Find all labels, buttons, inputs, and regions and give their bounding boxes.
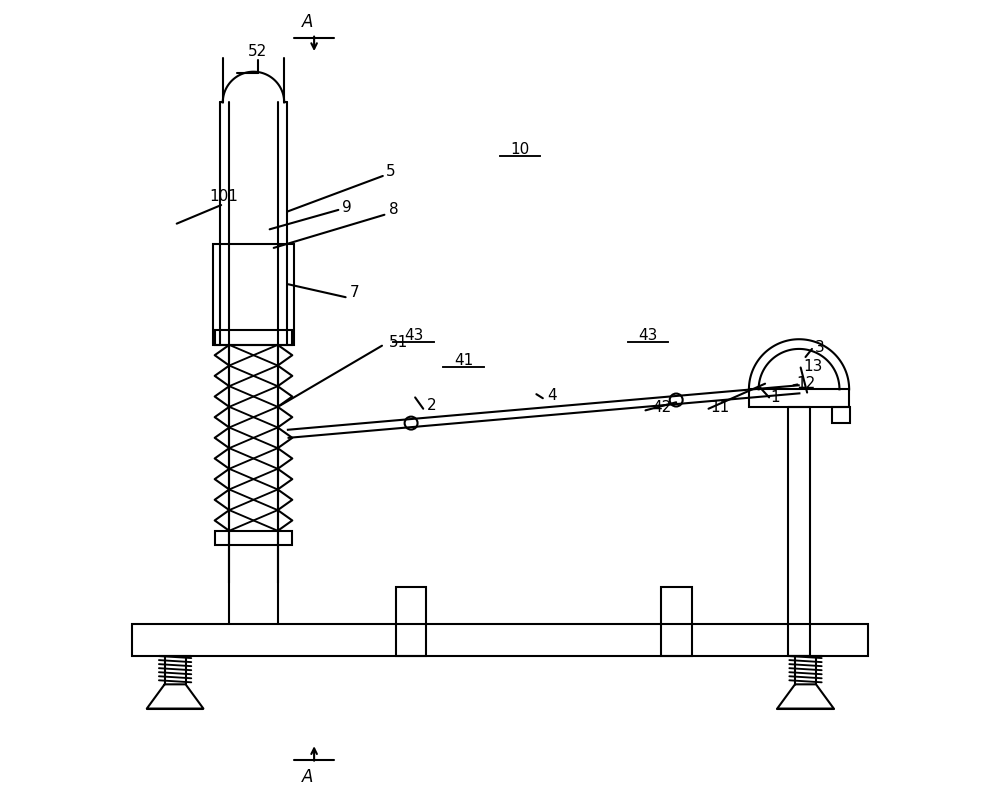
- Bar: [749, 389, 849, 407]
- Bar: [832, 407, 850, 423]
- Text: 3: 3: [815, 340, 825, 354]
- Bar: [661, 587, 692, 656]
- Text: 1: 1: [770, 390, 780, 405]
- Text: 13: 13: [803, 359, 822, 374]
- Text: 7: 7: [350, 285, 359, 300]
- Text: 101: 101: [209, 190, 238, 204]
- Text: 43: 43: [638, 328, 658, 343]
- Bar: [215, 330, 292, 345]
- Text: A: A: [302, 13, 313, 32]
- Text: 11: 11: [710, 400, 729, 414]
- Text: 52: 52: [248, 44, 267, 59]
- Text: 43: 43: [404, 328, 423, 343]
- Text: 8: 8: [389, 203, 398, 217]
- Text: 10: 10: [511, 142, 530, 157]
- Text: 4: 4: [548, 388, 557, 403]
- Bar: [132, 624, 868, 656]
- Text: 41: 41: [454, 353, 473, 367]
- Text: 5: 5: [386, 164, 396, 178]
- Bar: [213, 244, 294, 345]
- Text: 42: 42: [652, 400, 671, 414]
- Text: 12: 12: [796, 376, 815, 391]
- Bar: [215, 530, 292, 545]
- Text: 51: 51: [389, 335, 409, 350]
- Text: A: A: [302, 767, 313, 786]
- Bar: [396, 587, 426, 656]
- Text: 2: 2: [426, 398, 436, 413]
- Text: 9: 9: [342, 200, 351, 215]
